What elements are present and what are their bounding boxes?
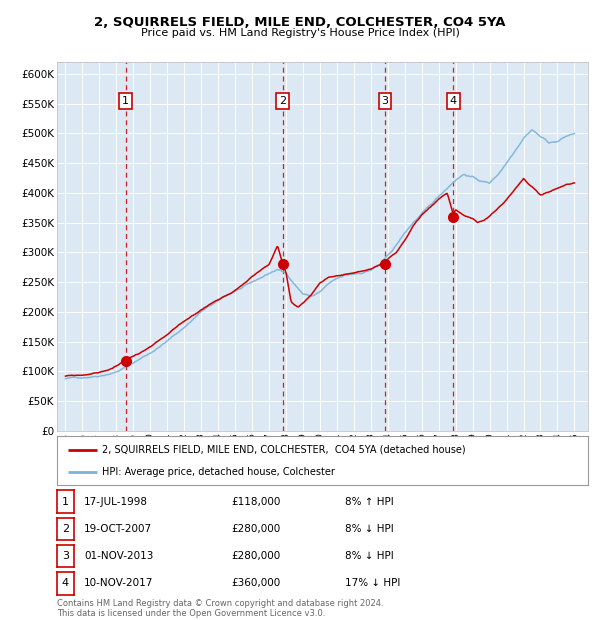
Text: 1: 1 <box>62 497 69 507</box>
Text: 8% ↓ HPI: 8% ↓ HPI <box>345 551 394 561</box>
Text: 8% ↓ HPI: 8% ↓ HPI <box>345 524 394 534</box>
Text: £118,000: £118,000 <box>231 497 280 507</box>
Text: 10-NOV-2017: 10-NOV-2017 <box>84 578 154 588</box>
Text: 19-OCT-2007: 19-OCT-2007 <box>84 524 152 534</box>
Text: Price paid vs. HM Land Registry's House Price Index (HPI): Price paid vs. HM Land Registry's House … <box>140 28 460 38</box>
Text: £280,000: £280,000 <box>231 551 280 561</box>
Text: 2: 2 <box>279 95 286 106</box>
Text: Contains HM Land Registry data © Crown copyright and database right 2024.
This d: Contains HM Land Registry data © Crown c… <box>57 599 383 618</box>
Text: 4: 4 <box>450 95 457 106</box>
Text: £280,000: £280,000 <box>231 524 280 534</box>
Text: 3: 3 <box>62 551 69 561</box>
Text: 1: 1 <box>122 95 129 106</box>
Text: 3: 3 <box>382 95 389 106</box>
Text: 01-NOV-2013: 01-NOV-2013 <box>84 551 154 561</box>
Text: £360,000: £360,000 <box>231 578 280 588</box>
Text: 17-JUL-1998: 17-JUL-1998 <box>84 497 148 507</box>
Text: HPI: Average price, detached house, Colchester: HPI: Average price, detached house, Colc… <box>102 467 335 477</box>
Text: 2, SQUIRRELS FIELD, MILE END, COLCHESTER,  CO4 5YA (detached house): 2, SQUIRRELS FIELD, MILE END, COLCHESTER… <box>102 445 466 454</box>
Text: 2, SQUIRRELS FIELD, MILE END, COLCHESTER, CO4 5YA: 2, SQUIRRELS FIELD, MILE END, COLCHESTER… <box>94 16 506 29</box>
Text: 4: 4 <box>62 578 69 588</box>
Text: 2: 2 <box>62 524 69 534</box>
Text: 8% ↑ HPI: 8% ↑ HPI <box>345 497 394 507</box>
Text: 17% ↓ HPI: 17% ↓ HPI <box>345 578 400 588</box>
